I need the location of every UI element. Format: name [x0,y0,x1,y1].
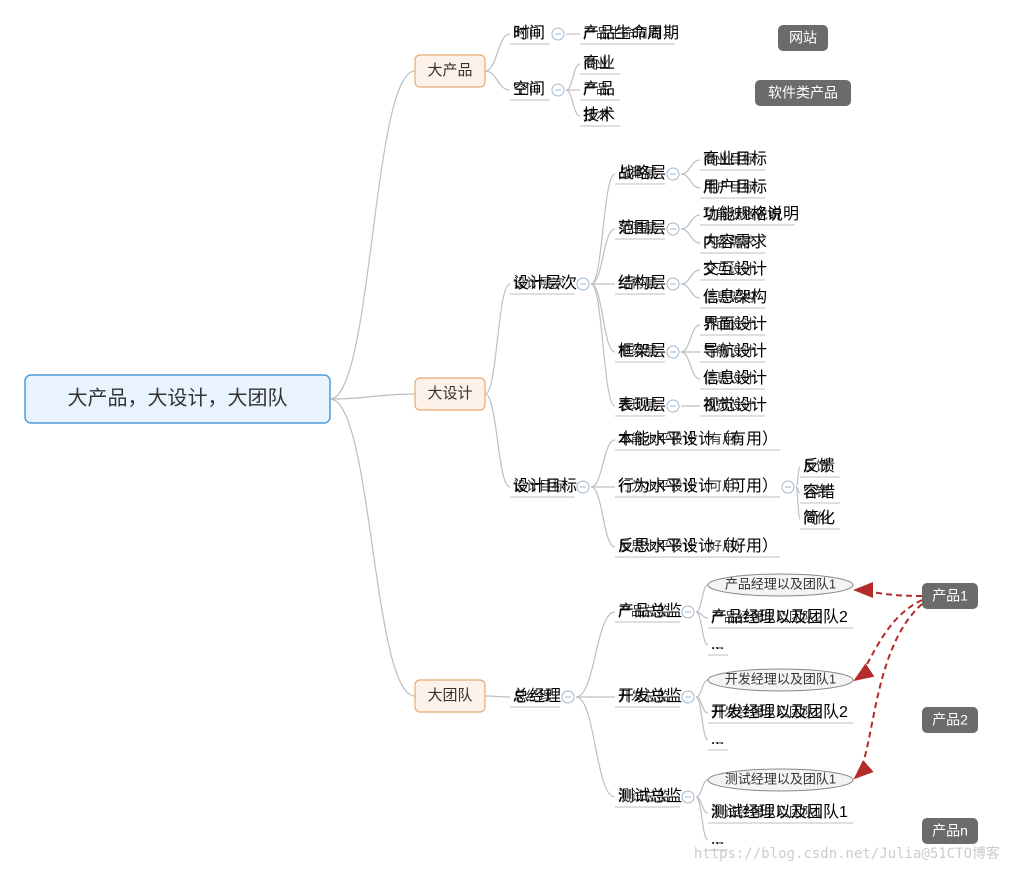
node-label: 反馈 [803,457,835,475]
node-label: 导航设计 [703,342,767,360]
node-space-label: 空间 [513,80,545,98]
node-label: 本能水平设计（有用） [618,430,778,448]
node-label: 交互设计 [703,260,767,278]
bubble-td[interactable]: 测试经理以及团队1 [708,769,853,791]
node-label: 产品2 [932,712,968,728]
node-label: 产品 [583,80,615,98]
node-time-label: 时间 [513,24,545,42]
root-label: 大产品，大设计，大团队 [68,386,288,409]
node-label: 商业 [583,54,615,72]
node-label: ... [711,636,724,653]
node-label: 测试经理以及团队1 [711,803,848,821]
node-label: 用户目标 [703,178,767,196]
node-label: 简化 [803,509,835,527]
collapse-icon[interactable] [682,691,694,703]
node-label: 信息架构 [703,288,767,306]
collapse-icon[interactable] [577,278,589,290]
collapse-icon[interactable] [667,223,679,235]
node-label: 产品经理以及团队1 [725,576,836,591]
relation-arrow [855,590,922,596]
mindmap-canvas: 大产品，大设计，大团队大产品大设计大团队时间时间产品生命周期产品生命周期空间空间… [0,0,1014,870]
node-design-levels-label: 设计层次 [513,274,577,292]
branch-b_team[interactable]: 大团队 [415,680,485,712]
collapse-icon[interactable] [552,28,564,40]
node-label: 测试总监 [618,787,682,805]
node-label: 范围层 [618,219,666,237]
collapse-icon[interactable] [552,84,564,96]
node-label: 内容需求 [703,233,767,251]
tag-1[interactable]: 软件类产品 [755,80,851,106]
node-label: 网站 [789,30,817,46]
root-node[interactable]: 大产品，大设计，大团队 [25,375,330,423]
node-label: 产品经理以及团队2 [711,608,848,626]
branch-b_product[interactable]: 大产品 [415,55,485,87]
node-label: 大产品 [427,62,472,79]
bubble-pd[interactable]: 产品经理以及团队1 [708,574,853,596]
tag-2[interactable]: 产品1 [922,583,978,609]
watermark-text: https://blog.csdn.net/Julia@51CTO博客 [694,845,1000,862]
tag-3[interactable]: 产品2 [922,707,978,733]
node-label: 界面设计 [703,315,767,333]
node-gm-label: 总经理 [513,687,561,705]
node-label: 技术 [583,106,615,124]
node-label: 容错 [803,483,835,501]
node-lifecycle-label: 产品生命周期 [583,24,679,42]
node-label: 软件类产品 [768,85,838,101]
node-label: 产品n [932,823,968,839]
node-design-goals-label: 设计目标 [513,477,577,495]
node-label: 测试经理以及团队1 [725,771,836,786]
collapse-icon[interactable] [667,278,679,290]
node-label: 视觉设计 [703,396,767,414]
collapse-icon[interactable] [562,691,574,703]
node-label: 信息设计 [703,369,767,387]
bubble-dd[interactable]: 开发经理以及团队1 [708,669,853,691]
node-label: 大设计 [427,385,472,402]
node-label: 行为水平设计（可用） [618,477,778,495]
node-label: 开发总监 [618,687,682,705]
collapse-icon[interactable] [682,791,694,803]
collapse-icon[interactable] [682,606,694,618]
node-label: 大团队 [427,687,472,704]
node-label: 功能规格说明 [703,205,799,223]
node-label: 开发经理以及团队1 [725,671,836,686]
branch-b_design[interactable]: 大设计 [415,378,485,410]
collapse-icon[interactable] [782,481,794,493]
node-label: 开发经理以及团队2 [711,703,848,721]
node-label: 结构层 [618,274,666,292]
node-label: 商业目标 [703,150,767,168]
collapse-icon[interactable] [577,481,589,493]
tag-4[interactable]: 产品n [922,818,978,844]
node-label: 框架层 [618,342,666,360]
collapse-icon[interactable] [667,346,679,358]
node-label: 反思水平设计（好用） [618,537,778,555]
collapse-icon[interactable] [667,400,679,412]
relation-arrow [855,600,922,680]
node-label: 产品1 [932,588,968,604]
collapse-icon[interactable] [667,168,679,180]
node-label: 战略层 [618,164,666,182]
node-label: ... [711,731,724,748]
node-label: 产品总监 [618,602,682,620]
node-label: 表现层 [618,396,666,414]
tag-0[interactable]: 网站 [778,25,828,51]
